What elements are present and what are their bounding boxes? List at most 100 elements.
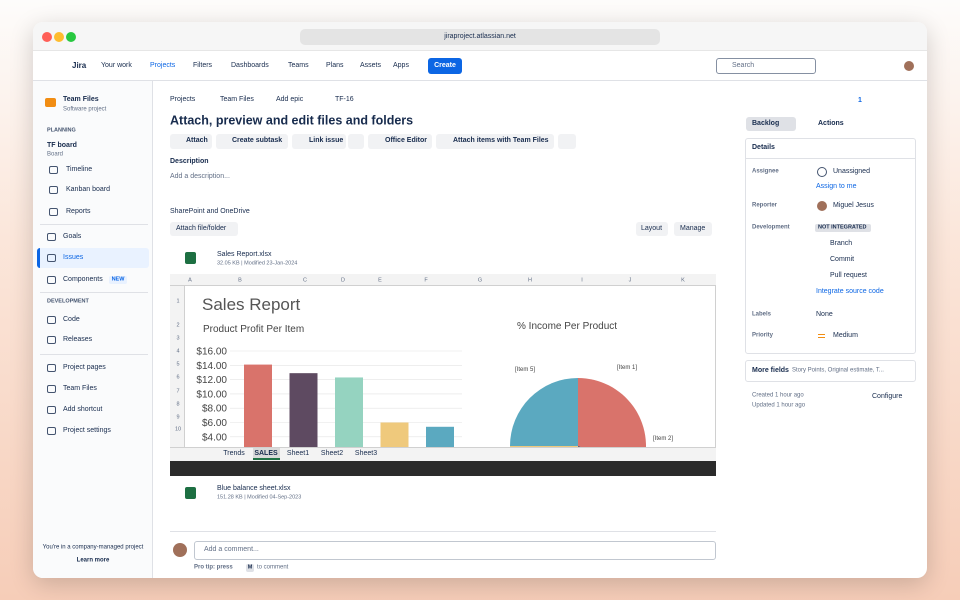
office-button[interactable] — [368, 134, 432, 149]
nav-item[interactable]: Teams — [288, 61, 309, 69]
nav-item[interactable]: Plans — [326, 61, 344, 69]
nav-link[interactable]: Code — [63, 315, 80, 323]
panel-title: Details — [752, 143, 775, 151]
button-label[interactable]: Manage — [680, 224, 706, 232]
action-label[interactable]: Link issue — [309, 136, 344, 144]
nav-link[interactable]: Issues — [63, 253, 84, 261]
issue-title: Attach, preview and edit files and folde… — [170, 113, 414, 128]
divider — [40, 354, 148, 355]
attach-file-button[interactable] — [170, 222, 238, 236]
action-label[interactable]: Office Editor — [385, 136, 428, 144]
panel-title[interactable]: More fields — [752, 366, 789, 374]
bar — [335, 377, 363, 447]
action-label[interactable]: Create subtask — [232, 136, 283, 144]
nav-item[interactable]: Apps — [393, 61, 409, 69]
nav-link[interactable]: Reports — [66, 207, 91, 215]
tip: Pro tip: press — [194, 564, 233, 571]
nav-item[interactable]: Dashboards — [231, 61, 269, 69]
sidebar — [33, 81, 153, 578]
breadcrumb[interactable]: TF-16 — [335, 95, 354, 103]
link-dropdown[interactable] — [348, 134, 364, 149]
file-meta: 151.28 KB | Modified 04-Sep-2023 — [217, 494, 302, 501]
search-placeholder[interactable]: Search — [732, 61, 755, 69]
breadcrumb[interactable]: Add epic — [276, 95, 304, 103]
action-label[interactable]: Attach items with Team Files — [453, 136, 549, 144]
more-button[interactable] — [558, 134, 576, 149]
watch-count[interactable]: 1 — [858, 96, 862, 104]
column-letter: C — [303, 277, 307, 284]
actions-label[interactable]: Actions — [818, 119, 844, 127]
link-button[interactable] — [292, 134, 346, 149]
placeholder[interactable]: Add a description... — [170, 172, 230, 180]
backlog-button[interactable] — [746, 117, 796, 131]
field-label: Development — [752, 224, 790, 231]
nav-link[interactable]: Timeline — [66, 165, 93, 173]
nav-item[interactable]: Assets — [360, 61, 382, 69]
nav-link[interactable]: Project settings — [63, 426, 111, 434]
bar — [289, 373, 318, 447]
zoom-button[interactable] — [66, 32, 76, 42]
column-letter: K — [681, 277, 685, 284]
breadcrumb[interactable]: Projects — [170, 95, 196, 103]
comment-box[interactable] — [194, 541, 716, 560]
nav-link[interactable]: Add shortcut — [63, 405, 103, 413]
column-letter: H — [528, 277, 532, 284]
nav-item[interactable]: Projects — [150, 61, 176, 69]
status-label[interactable]: Backlog — [752, 119, 780, 127]
pie-slice — [578, 378, 646, 447]
learn-more[interactable]: Learn more — [76, 557, 110, 564]
sheet-tab[interactable]: Trends — [223, 449, 245, 457]
button-label[interactable]: Attach file/folder — [176, 224, 227, 232]
footer-note: You're in a company-managed project — [42, 544, 144, 551]
column-letter: J — [628, 277, 632, 284]
sheet-tab[interactable]: Sheet2 — [320, 449, 344, 457]
close-button[interactable] — [42, 32, 52, 42]
team-files-button[interactable] — [436, 134, 554, 149]
slice-label: [Item 5] — [515, 367, 535, 373]
icon — [47, 233, 56, 241]
active-tab[interactable] — [253, 448, 280, 460]
url-text[interactable]: jiraproject.atlassian.net — [444, 32, 516, 40]
nav-link[interactable]: Kanban board — [66, 185, 110, 193]
row-number: 2 — [176, 322, 180, 329]
create-button[interactable] — [428, 58, 462, 74]
more-fields-panel[interactable] — [745, 360, 916, 382]
project-avatar — [45, 98, 56, 107]
nav-link[interactable]: Components — [63, 275, 103, 283]
link[interactable]: Assign to me — [816, 182, 857, 190]
nav-item[interactable]: Filters — [193, 61, 213, 69]
manage-button[interactable] — [674, 222, 712, 236]
nav-link[interactable]: Releases — [63, 335, 93, 343]
sheet-tab[interactable]: SALES — [254, 449, 278, 457]
create-label[interactable]: Create — [434, 61, 456, 69]
breadcrumb[interactable]: Team Files — [220, 95, 254, 103]
configure-link[interactable]: Configure — [872, 392, 903, 400]
nav-link[interactable]: Project pages — [63, 363, 106, 371]
row-number: 1 — [176, 298, 180, 305]
project-name[interactable]: Team Files — [63, 95, 99, 103]
product-name[interactable]: Jira — [72, 61, 87, 71]
nav-link[interactable]: Goals — [63, 232, 82, 240]
link[interactable]: Integrate source code — [816, 287, 884, 295]
nav-item[interactable]: Your work — [101, 61, 132, 69]
layout-button[interactable] — [636, 222, 668, 236]
action-label[interactable]: Attach — [186, 136, 208, 144]
minimize-button[interactable] — [54, 32, 64, 42]
attach-button[interactable] — [170, 134, 212, 149]
sheet-tab[interactable]: Sheet1 — [286, 449, 310, 457]
placeholder[interactable]: Add a comment... — [204, 545, 259, 553]
button-label[interactable]: Layout — [641, 224, 663, 232]
file-name[interactable]: Blue balance sheet.xlsx — [217, 484, 291, 492]
dev-item: Pull request — [830, 271, 867, 279]
sheet-tab[interactable]: Sheet3 — [354, 449, 378, 457]
nav-link[interactable]: Team Files — [63, 384, 97, 392]
subtask-button[interactable] — [216, 134, 288, 149]
icon — [47, 316, 56, 324]
profile-avatar[interactable] — [904, 61, 914, 71]
url-bar[interactable] — [300, 29, 660, 45]
project-type: Software project — [63, 106, 107, 113]
search-box[interactable] — [716, 58, 816, 74]
board-name[interactable]: TF board — [47, 141, 77, 149]
file-name[interactable]: Sales Report.xlsx — [217, 250, 272, 258]
